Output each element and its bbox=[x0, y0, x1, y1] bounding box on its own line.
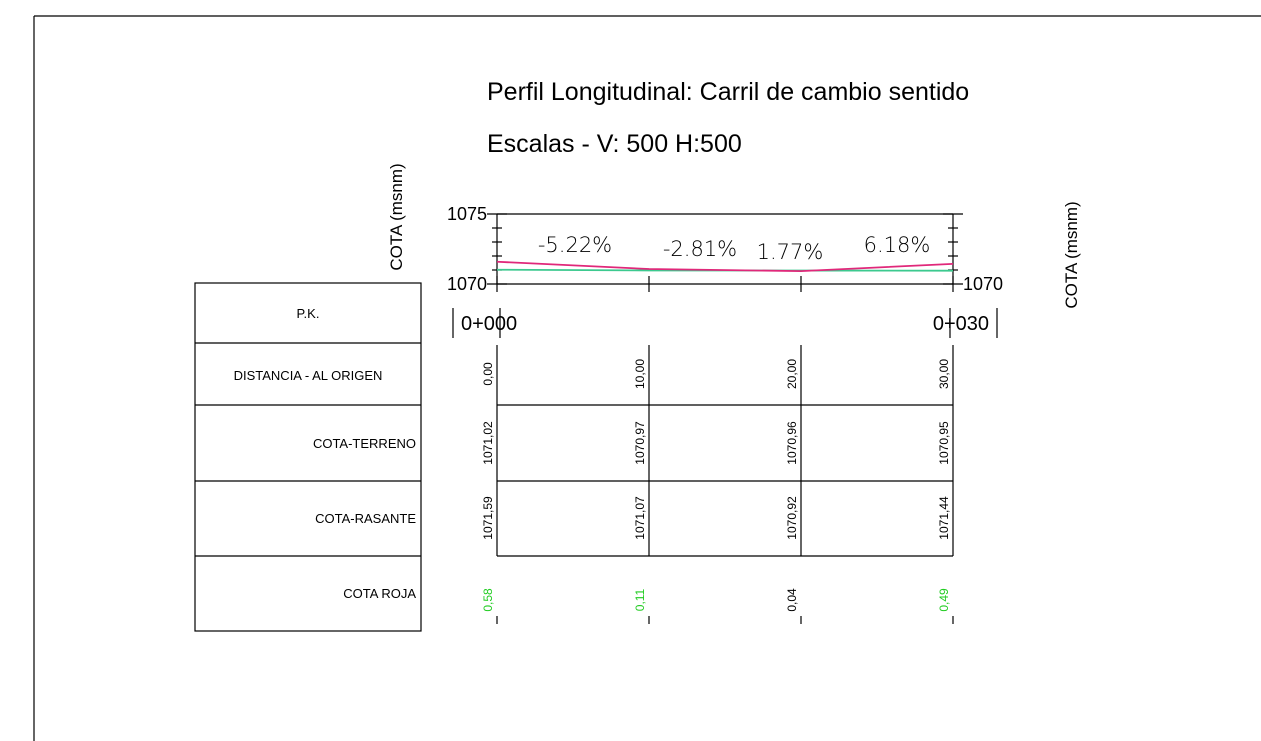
y-tick-label: 1075 bbox=[447, 204, 487, 224]
value-label: 1070,95 bbox=[937, 421, 951, 465]
y2-axis-label: COTA (msnm) bbox=[1062, 201, 1081, 308]
row-label: COTA ROJA bbox=[343, 586, 416, 601]
row-label: COTA-TERRENO bbox=[313, 436, 416, 451]
table-frame bbox=[194, 282, 422, 632]
chart-subtitle: Escalas - V: 500 H:500 bbox=[487, 130, 742, 158]
value-label: 1070,97 bbox=[633, 421, 647, 465]
value-label: 1070,96 bbox=[785, 421, 799, 465]
value-label: 1071,07 bbox=[633, 496, 647, 540]
slope-label: 1.77% bbox=[757, 240, 824, 264]
cota-roja-label: 0,58 bbox=[481, 588, 495, 612]
pk-label: 0+000 bbox=[461, 313, 517, 335]
distance-label: 20,00 bbox=[785, 359, 799, 389]
row-label: COTA-RASANTE bbox=[315, 511, 416, 526]
cota-roja-label: 0,49 bbox=[937, 588, 951, 612]
y2-tick-label: 1070 bbox=[963, 274, 1003, 294]
y-tick-label: 1070 bbox=[447, 274, 487, 294]
profile-line bbox=[496, 260, 954, 273]
distance-label: 30,00 bbox=[937, 359, 951, 389]
cota-roja-label: 0,04 bbox=[785, 588, 799, 612]
row-label: DISTANCIA - AL ORIGEN bbox=[234, 368, 383, 383]
y-axis-label: COTA (msnm) bbox=[387, 163, 406, 270]
value-label: 1071,44 bbox=[937, 496, 951, 540]
slope-label: -5.22% bbox=[538, 233, 612, 257]
slope-label: 6.18% bbox=[864, 233, 931, 257]
value-label: 1071,59 bbox=[481, 496, 495, 540]
row-label: P.K. bbox=[297, 306, 320, 321]
pk-label: 0+030 bbox=[933, 313, 989, 335]
value-label: 1071,02 bbox=[481, 421, 495, 465]
value-label: 1070,92 bbox=[785, 496, 799, 540]
slope-label: -2.81% bbox=[663, 237, 737, 261]
cota-roja-label: 0,11 bbox=[633, 588, 647, 611]
chart-title: Perfil Longitudinal: Carril de cambio se… bbox=[487, 78, 969, 106]
distance-label: 0,00 bbox=[481, 362, 495, 386]
distance-label: 10,00 bbox=[633, 359, 647, 389]
